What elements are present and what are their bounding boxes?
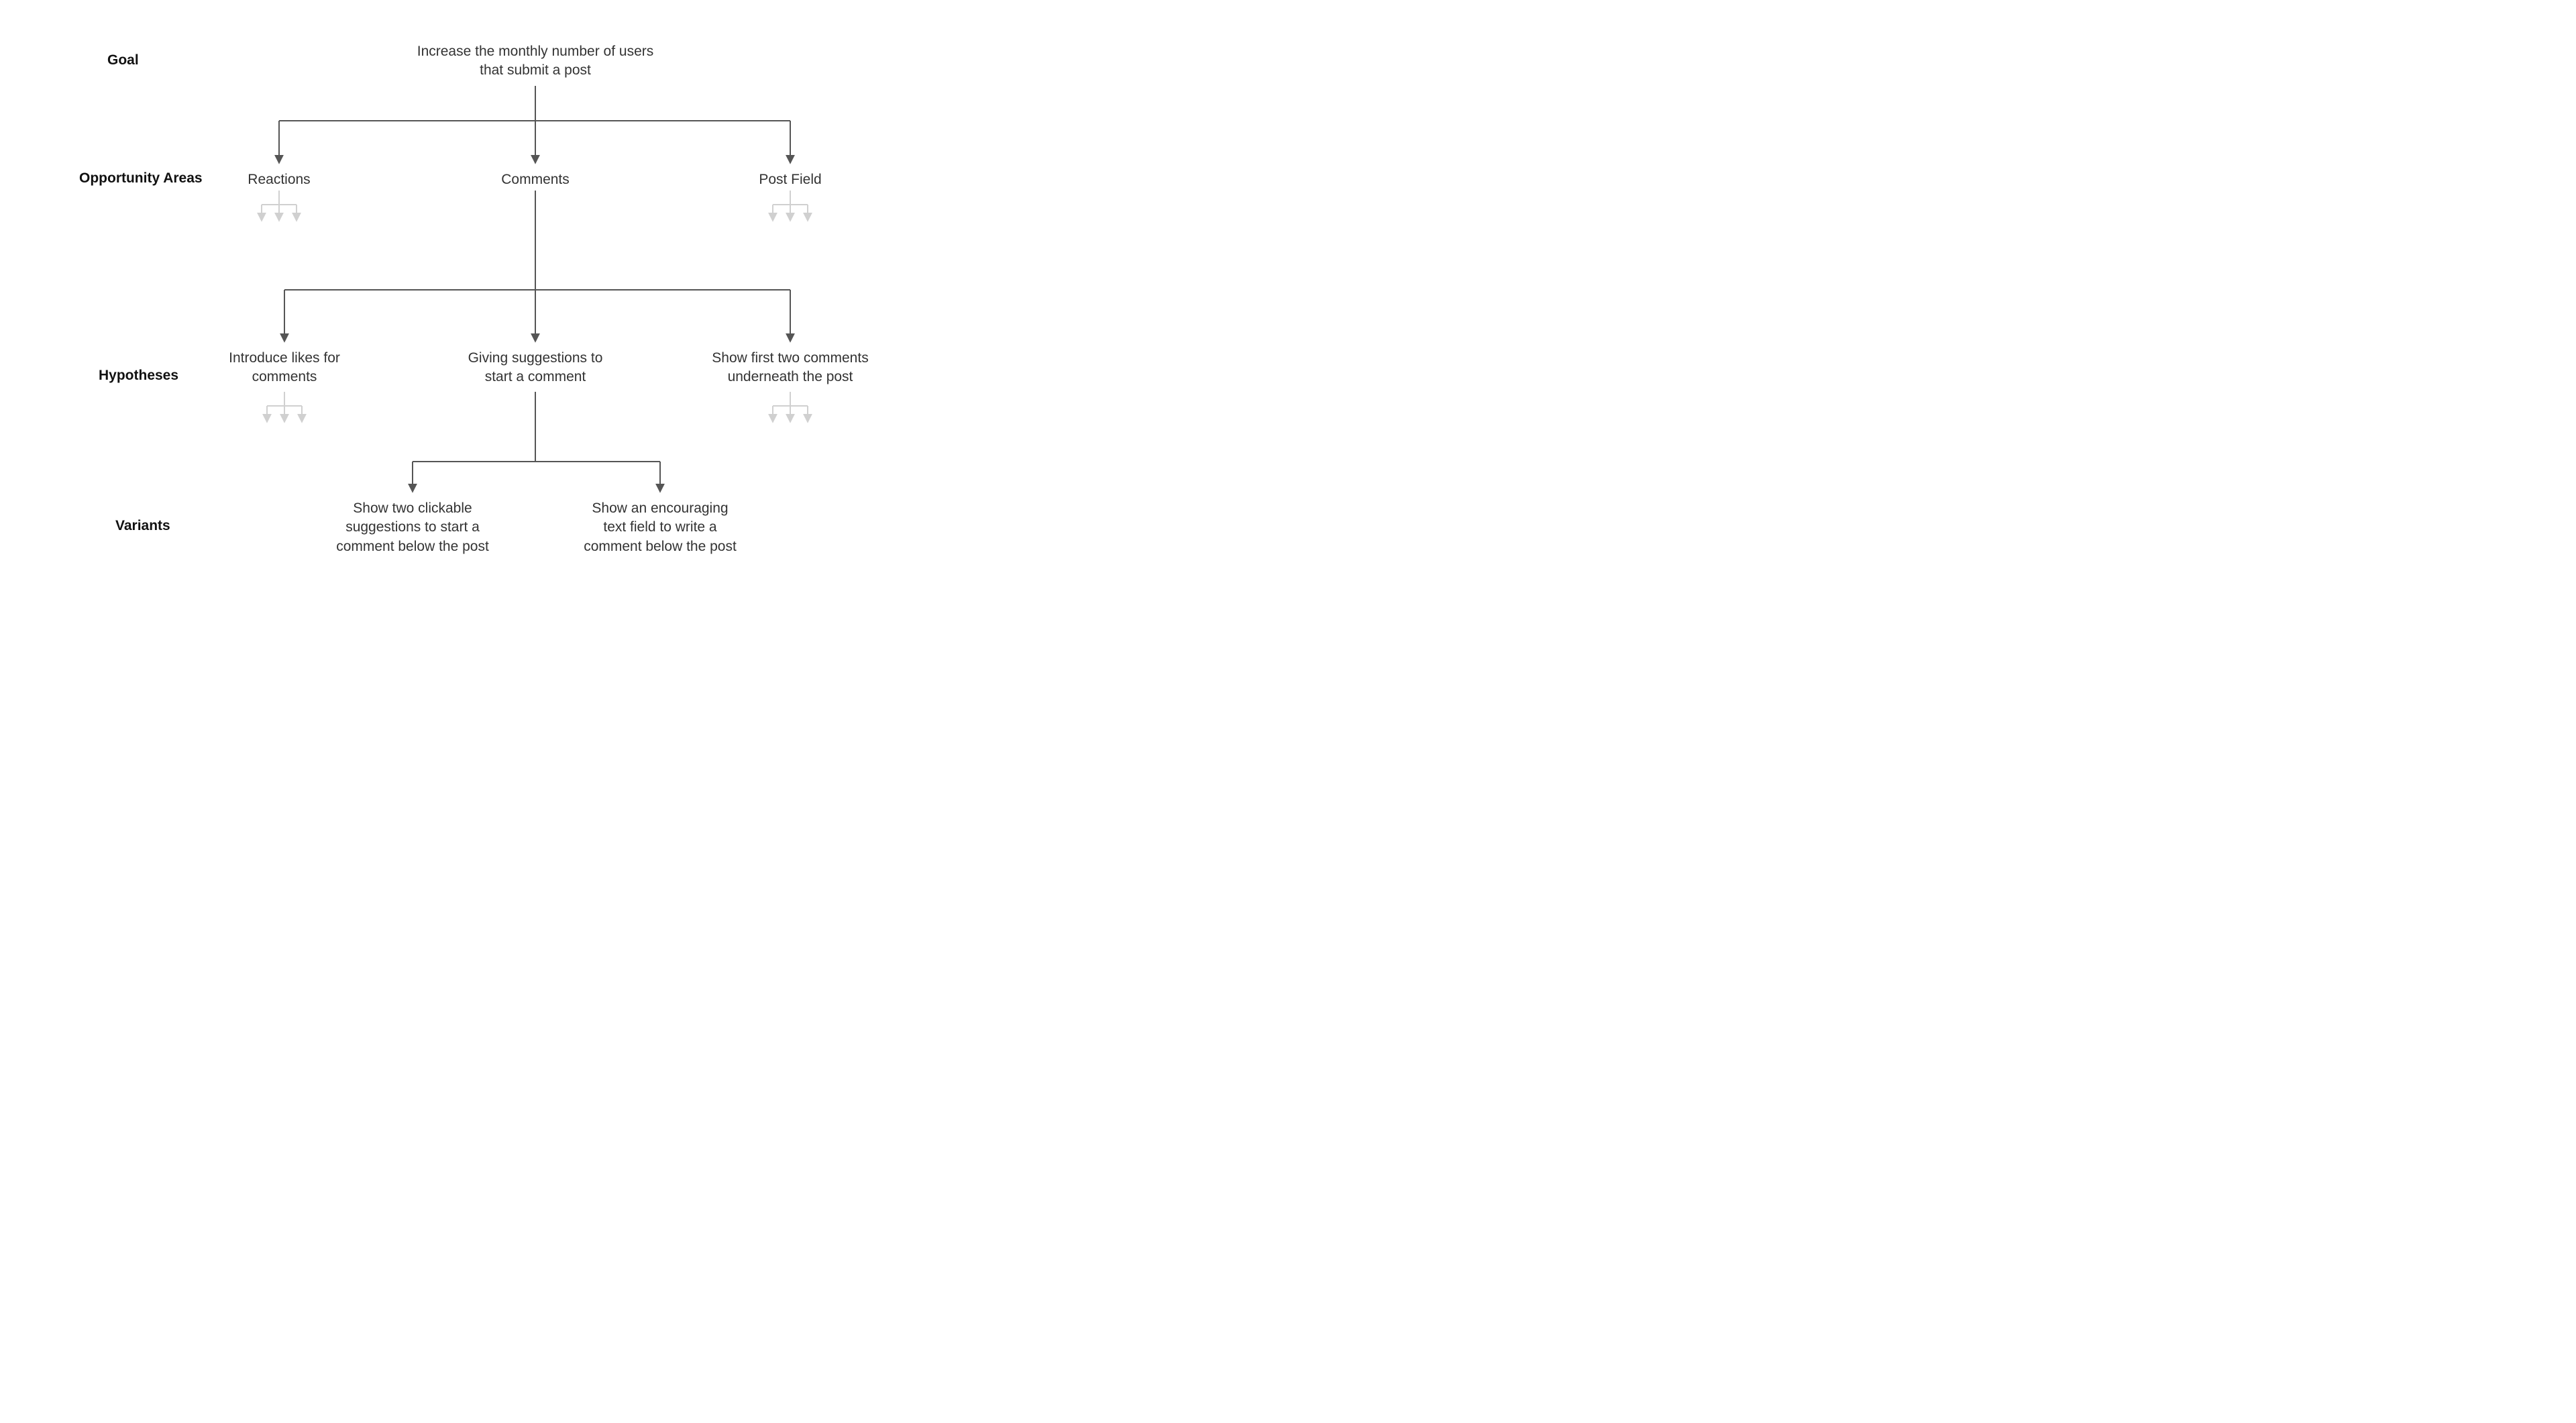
node-var-encourage-line1: Show an encouraging <box>592 500 728 516</box>
row-label-goal: Goal <box>107 52 139 68</box>
node-hyp-likes-line1: Introduce likes for <box>229 350 340 366</box>
node-opp-reactions: Reactions <box>219 170 339 189</box>
row-label-hypotheses: Hypotheses <box>99 368 178 384</box>
node-opp-comments: Comments <box>475 170 596 189</box>
row-label-variants: Variants <box>115 518 170 534</box>
node-hyp-suggest: Giving suggestions to start a comment <box>441 349 629 387</box>
node-var-encourage: Show an encouraging text field to write … <box>559 499 761 556</box>
node-opp-postfield: Post Field <box>730 170 851 189</box>
node-hyp-suggest-line1: Giving suggestions to <box>468 350 603 366</box>
node-var-clickable-line3: comment below the post <box>336 539 489 554</box>
node-var-clickable-line2: suggestions to start a <box>345 519 480 535</box>
node-hyp-showtwo: Show first two comments underneath the p… <box>690 349 891 387</box>
row-label-opportunity: Opportunity Areas <box>79 170 203 187</box>
node-goal-line1: Increase the monthly number of users <box>417 44 654 59</box>
connectors-svg <box>0 0 1030 569</box>
node-hyp-likes-line2: comments <box>252 369 317 384</box>
opportunity-tree-diagram: Goal Opportunity Areas Hypotheses Varian… <box>0 0 1030 569</box>
node-var-encourage-line2: text field to write a <box>603 519 716 535</box>
node-hyp-suggest-line2: start a comment <box>485 369 586 384</box>
node-goal: Increase the monthly number of users tha… <box>394 42 676 81</box>
node-goal-line2: that submit a post <box>480 62 591 78</box>
node-hyp-showtwo-line2: underneath the post <box>728 369 853 384</box>
node-hyp-showtwo-line1: Show first two comments <box>712 350 868 366</box>
node-var-clickable: Show two clickable suggestions to start … <box>312 499 513 556</box>
node-hyp-likes: Introduce likes for comments <box>197 349 372 387</box>
node-var-clickable-line1: Show two clickable <box>353 500 472 516</box>
node-var-encourage-line3: comment below the post <box>584 539 737 554</box>
